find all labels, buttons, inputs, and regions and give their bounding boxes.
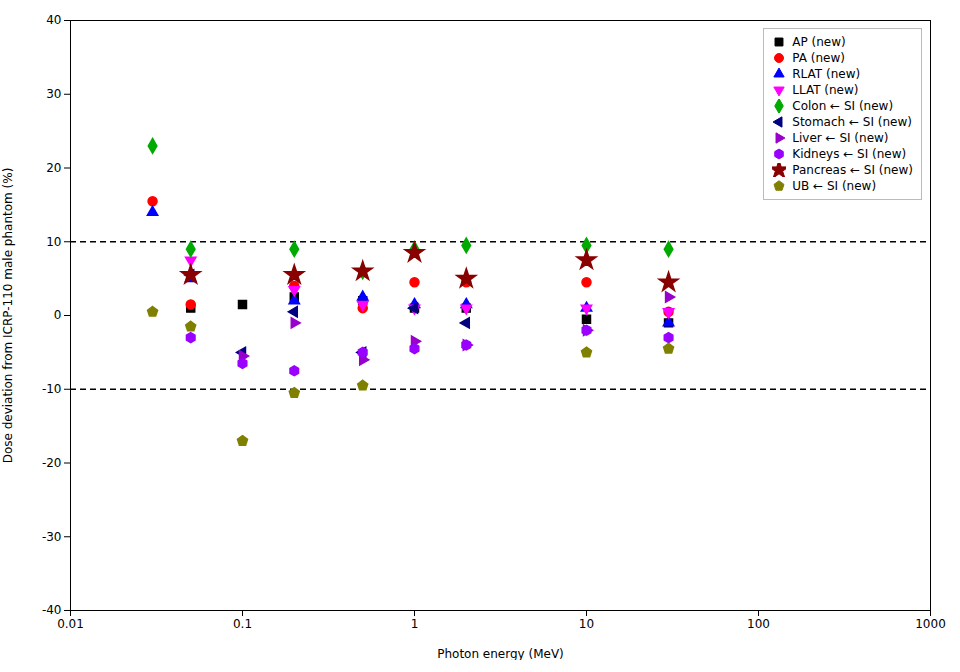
svg-text:0: 0 bbox=[54, 308, 62, 322]
svg-text:-10: -10 bbox=[42, 382, 62, 396]
html-text:RLAT (new): RLAT (new) bbox=[792, 67, 861, 81]
svg-text:100: 100 bbox=[747, 617, 770, 631]
svg-text:1000: 1000 bbox=[915, 617, 946, 631]
svg-text:0.1: 0.1 bbox=[233, 617, 252, 631]
svg-text:30: 30 bbox=[46, 87, 61, 101]
html-text:Pancreas ← SI (new): Pancreas ← SI (new) bbox=[792, 163, 913, 177]
svg-text:Photon energy (MeV): Photon energy (MeV) bbox=[437, 647, 564, 661]
html-text:Stomach ← SI (new): Stomach ← SI (new) bbox=[792, 115, 912, 129]
svg-text:1: 1 bbox=[411, 617, 419, 631]
svg-text:-30: -30 bbox=[42, 530, 62, 544]
svg-text:-40: -40 bbox=[42, 603, 62, 617]
svg-text:0.01: 0.01 bbox=[57, 617, 84, 631]
html-text:PA (new): PA (new) bbox=[792, 51, 845, 65]
html-text:AP (new): AP (new) bbox=[792, 35, 846, 49]
svg-text:-20: -20 bbox=[42, 456, 62, 470]
svg-text:Dose deviation from ICRP-110 m: Dose deviation from ICRP-110 male phanto… bbox=[1, 168, 15, 464]
svg-text:40: 40 bbox=[46, 13, 61, 27]
svg-text:10: 10 bbox=[579, 617, 594, 631]
html-text:Kidneys ← SI (new): Kidneys ← SI (new) bbox=[792, 147, 907, 161]
svg-text:10: 10 bbox=[46, 235, 61, 249]
html-text:LLAT (new): LLAT (new) bbox=[792, 83, 859, 97]
html-text:UB ← SI (new): UB ← SI (new) bbox=[792, 179, 877, 193]
html-text:Colon ← SI (new): Colon ← SI (new) bbox=[792, 99, 894, 113]
svg-text:20: 20 bbox=[46, 161, 61, 175]
html-text:Liver ← SI (new): Liver ← SI (new) bbox=[792, 131, 889, 145]
